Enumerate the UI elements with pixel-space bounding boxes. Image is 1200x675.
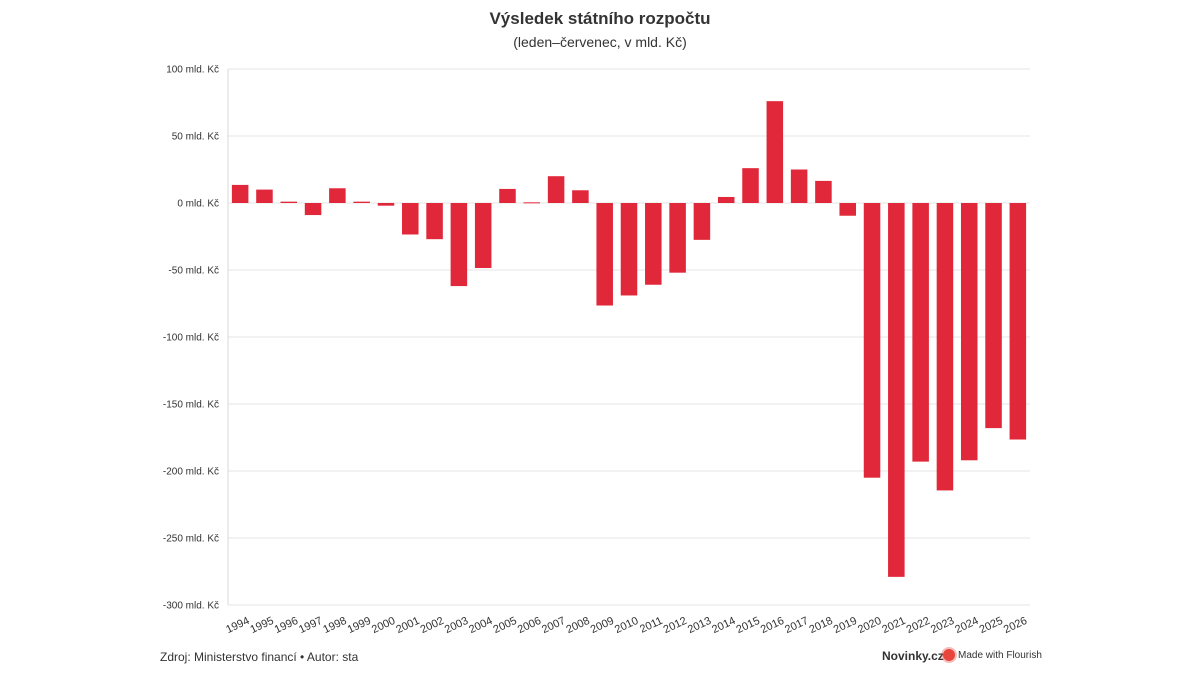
y-tick-label: -200 mld. Kč [163,467,219,478]
bar [863,203,881,478]
y-tick-label: -50 mld. Kč [168,266,219,277]
bar [280,201,298,203]
x-tick-label: 2017 [783,615,810,636]
y-tick-label: 50 mld. Kč [172,132,219,143]
bar [377,203,395,206]
x-tick-label: 2014 [710,615,737,636]
x-tick-label: 2023 [929,615,956,636]
x-tick-label: 2007 [540,615,567,636]
x-tick-label: 2026 [1002,615,1029,636]
bar [450,203,468,287]
x-tick-label: 2013 [686,615,713,636]
bar [304,203,322,216]
x-tick-label: 2004 [467,615,494,636]
y-tick-label: -150 mld. Kč [163,400,219,411]
bar [912,203,929,462]
source-note: Zdroj: Ministerstvo financí • Autor: sta [160,650,359,664]
x-tick-label: 2002 [419,615,446,636]
bar [572,190,589,203]
x-tick-label: 1997 [297,615,324,636]
bar [888,203,905,577]
bar [426,203,443,240]
x-tick-label: 2012 [662,615,689,636]
flourish-credit[interactable]: Made with Flourish [943,649,1042,661]
flourish-icon [943,649,955,661]
bar [936,203,954,491]
bar [523,202,541,204]
chart-title: Výsledek státního rozpočtu [489,9,711,28]
x-tick-label: 2009 [589,615,616,636]
bar [474,203,492,268]
bar [790,169,808,203]
bar [231,184,249,203]
y-tick-label: 100 mld. Kč [166,65,219,76]
bar [1009,203,1027,440]
y-tick-label: -100 mld. Kč [163,333,219,344]
bar [596,203,613,306]
bar [402,203,419,235]
bar [742,168,759,203]
bar [499,188,516,203]
bar [256,189,273,203]
y-tick-label: -250 mld. Kč [163,534,219,545]
x-tick-label: 2024 [953,615,980,636]
x-tick-label: 2008 [564,615,591,636]
x-tick-label: 1995 [248,615,275,636]
x-tick-label: 2025 [978,615,1005,636]
bar [693,203,711,240]
x-tick-label: 2001 [394,615,421,636]
bar [353,201,370,203]
bar [766,101,784,203]
bar [329,188,346,203]
bar [547,176,565,203]
x-tick-label: 2010 [613,615,640,636]
x-tick-label: 1996 [273,615,300,636]
bar [620,203,638,296]
bar [985,203,1002,429]
x-tick-label: 1998 [321,615,348,636]
x-tick-label: 2005 [491,615,518,636]
x-tick-label: 2018 [807,615,834,636]
x-tick-label: 1999 [346,615,373,636]
bar [645,203,662,285]
brand-logo[interactable]: Novinky.cz [882,649,944,663]
x-tick-label: 2003 [443,615,470,636]
x-tick-label: 2019 [832,615,859,636]
bar [960,203,978,461]
x-tick-label: 2015 [735,615,762,636]
bar [815,180,832,203]
x-tick-label: 1994 [224,615,251,636]
bar [839,203,856,216]
x-tick-label: 2016 [759,615,786,636]
x-tick-label: 2021 [880,615,907,636]
x-tick-label: 2022 [905,615,932,636]
y-tick-label: -300 mld. Kč [163,601,219,612]
chart-subtitle: (leden–červenec, v mld. Kč) [513,34,687,50]
x-tick-label: 2020 [856,615,883,636]
bar [669,203,686,273]
bar [717,196,735,203]
x-tick-label: 2006 [516,615,543,636]
flourish-label: Made with Flourish [958,649,1042,661]
y-tick-label: 0 mld. Kč [177,199,219,210]
x-tick-label: 2000 [370,615,397,636]
